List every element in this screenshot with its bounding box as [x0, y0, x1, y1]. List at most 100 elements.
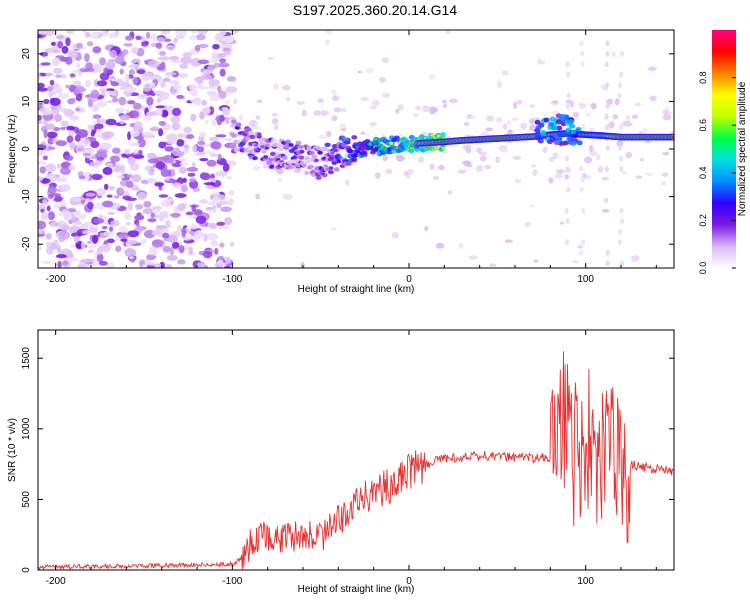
noise-blob-faint	[457, 169, 467, 174]
noise-blob-faint	[249, 119, 258, 127]
disturb-blob	[537, 138, 544, 144]
noise-blob	[53, 67, 63, 74]
noise-blob-faint	[333, 107, 342, 113]
noise-blob	[96, 80, 108, 87]
noise-blob	[217, 259, 224, 266]
noise-blob	[92, 46, 102, 54]
noise-blob-faint	[625, 114, 631, 122]
noise-blob	[53, 202, 59, 209]
noise-blob	[192, 144, 197, 153]
noise-blob-faint	[501, 147, 508, 153]
noise-blob	[66, 257, 78, 262]
streak-blob	[581, 124, 586, 131]
noise-blob	[210, 192, 221, 196]
noise-blob-faint	[277, 177, 283, 182]
noise-blob	[116, 174, 125, 179]
noise-blob	[102, 131, 115, 139]
noise-blob	[163, 38, 172, 43]
ridge-core	[300, 149, 305, 154]
noise-blob	[134, 121, 143, 130]
disturb-blob	[534, 132, 541, 138]
noise-blob	[136, 94, 149, 100]
noise-blob	[39, 51, 49, 57]
ridge-core	[331, 161, 337, 165]
noise-blob	[171, 122, 181, 131]
noise-blob	[125, 239, 138, 245]
noise-blob	[208, 233, 217, 240]
noise-blob	[162, 78, 171, 82]
spectrogram-x-tick-label: 0	[406, 274, 412, 285]
noise-blob	[196, 262, 205, 268]
noise-blob	[38, 87, 48, 92]
ridge-core	[298, 145, 303, 149]
noise-blob	[220, 114, 225, 123]
spectrogram-y-tick-label: 20	[21, 48, 32, 60]
disturb-blob	[540, 130, 547, 136]
streak-blob	[620, 218, 625, 225]
noise-blob	[102, 166, 113, 176]
noise-blob	[121, 49, 129, 55]
noise-blob	[186, 167, 199, 172]
noise-blob	[183, 126, 192, 134]
noise-blob	[83, 138, 91, 145]
noise-blob	[124, 35, 133, 41]
noise-blob-faint	[344, 153, 349, 159]
streak-blob	[565, 61, 570, 68]
ridge-core	[373, 137, 378, 141]
noise-blob	[96, 117, 101, 123]
colorbar-tick-label: 0.4	[698, 167, 708, 180]
noise-blob	[128, 110, 140, 119]
noise-blob-faint	[345, 179, 350, 186]
noise-blob	[163, 105, 175, 112]
noise-blob	[190, 57, 203, 67]
noise-blob-faint	[639, 157, 645, 162]
ridge-halo	[408, 148, 415, 154]
noise-blob	[154, 214, 160, 218]
noise-blob	[136, 212, 142, 216]
noise-blob	[169, 246, 175, 256]
noise-blob	[190, 30, 198, 34]
ridge-halo	[315, 175, 322, 180]
noise-blob	[165, 176, 170, 181]
streak-blob	[619, 124, 624, 131]
noise-blob	[147, 60, 160, 68]
noise-blob	[127, 174, 133, 178]
noise-blob	[75, 93, 83, 102]
noise-blob	[55, 34, 65, 40]
streak-blob	[581, 239, 586, 246]
disturb-blob	[575, 126, 582, 132]
noise-blob	[38, 149, 46, 156]
noise-blob	[87, 249, 95, 254]
noise-blob	[53, 86, 63, 94]
noise-blob	[70, 232, 82, 238]
noise-blob	[47, 146, 56, 150]
ridge-core	[253, 143, 259, 147]
noise-blob-faint	[521, 123, 527, 131]
noise-blob	[119, 81, 130, 88]
noise-blob	[142, 131, 154, 139]
noise-blob	[46, 131, 58, 139]
noise-blob	[174, 193, 187, 198]
ridge-core	[287, 165, 292, 169]
noise-blob-faint	[391, 232, 400, 239]
colorbar-tick-label: 0.2	[698, 214, 708, 227]
noise-blob	[217, 52, 227, 58]
noise-blob	[130, 187, 142, 192]
noise-blob	[91, 173, 103, 181]
noise-blob	[46, 205, 51, 212]
noise-blob	[82, 230, 93, 235]
noise-blob	[119, 187, 124, 193]
noise-blob	[224, 50, 232, 56]
noise-blob	[226, 39, 234, 44]
snr-y-tick-label: 1000	[21, 417, 32, 440]
noise-blob	[155, 108, 163, 117]
noise-blob	[172, 182, 183, 189]
noise-blob	[65, 37, 71, 47]
noise-blob	[38, 30, 47, 35]
noise-blob	[189, 34, 197, 41]
noise-blob	[66, 135, 74, 144]
streak-blob	[619, 165, 624, 172]
noise-blob	[221, 107, 229, 111]
noise-blob	[61, 198, 66, 205]
ridge-halo	[364, 146, 371, 151]
